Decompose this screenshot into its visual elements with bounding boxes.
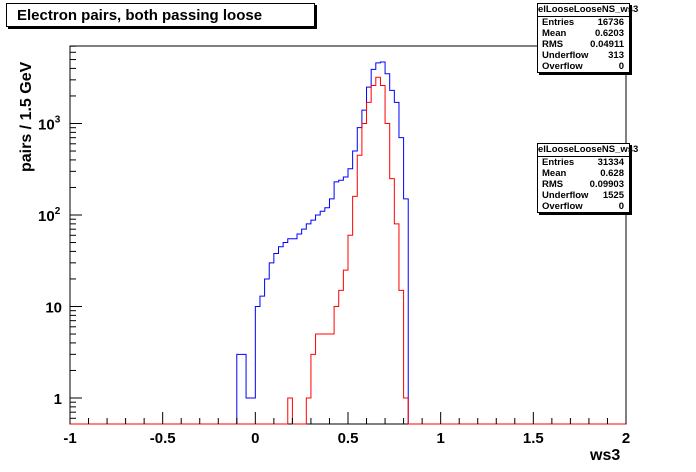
stats-box-2-name: elLooseLooseNS_ws3 [538, 144, 639, 157]
stats-label: Overflow [542, 61, 583, 72]
y-tick-label: 102 [38, 206, 61, 225]
stats-value: 0 [618, 201, 624, 212]
stats-row: Entries 31334 [538, 157, 629, 168]
stats-value: 0.04911 [590, 39, 624, 50]
stats-row: RMS 0.09903 [538, 179, 629, 190]
stats-value: 0.09903 [589, 179, 624, 190]
stats-box-2: elLooseLooseNS_ws3 Entries 31334 Mean 0.62… [537, 143, 639, 213]
stats-value: 313 [608, 50, 624, 61]
stats-label: Underflow [542, 190, 589, 201]
y-tick-label: 10 [45, 300, 62, 317]
stats-row: RMS 0.04911 [538, 39, 629, 50]
y-axis-label: pairs / 1.5 GeV [18, 62, 36, 172]
x-tick-label: -0.5 [150, 430, 176, 447]
histogram-series-2 [70, 76, 626, 425]
y-tick-label: 1 [54, 391, 62, 408]
x-axis-label: ws3 [590, 447, 621, 464]
x-tick-label: 1.5 [523, 430, 544, 447]
x-tick-label: 1 [436, 430, 444, 447]
stats-row: Overflow 0 [538, 61, 629, 72]
stats-label: Underflow [542, 50, 589, 61]
stats-value: 31334 [597, 157, 624, 168]
chart-title: Electron pairs, both passing loose [6, 3, 315, 27]
stats-label: Mean [542, 28, 567, 39]
x-tick-label: -1 [63, 430, 76, 447]
stats-label: Entries [542, 157, 575, 168]
stats-value: 16736 [597, 17, 624, 28]
y-axis-label-text: pairs / 1.5 GeV [18, 61, 35, 172]
stats-row: Mean 0.628 [538, 168, 629, 179]
y-tick-label: 103 [38, 115, 61, 134]
x-tick-label: 0.5 [338, 430, 359, 447]
stats-label: RMS [542, 39, 564, 50]
stats-value: 0.628 [600, 168, 624, 179]
stats-value: 0.6203 [594, 28, 624, 39]
stats-label: Overflow [542, 201, 583, 212]
stats-value: 1525 [602, 190, 624, 201]
stats-label: RMS [542, 179, 564, 190]
stats-label: Mean [542, 168, 567, 179]
stats-label: Entries [542, 17, 575, 28]
x-tick-label: 2 [622, 430, 630, 447]
x-tick-label: 0 [251, 430, 259, 447]
stats-row: Underflow 313 [538, 50, 629, 61]
stats-row: Entries 16736 [538, 17, 629, 28]
stats-row: Mean 0.6203 [538, 28, 629, 39]
stats-row: Overflow 0 [538, 201, 629, 212]
stats-box-1: elLooseLooseNS_ws3 Entries 16736 Mean 0.62… [537, 3, 639, 73]
stats-box-1-name: elLooseLooseNS_ws3 [538, 4, 639, 17]
stats-row: Underflow 1525 [538, 190, 629, 201]
stats-value: 0 [618, 61, 624, 72]
